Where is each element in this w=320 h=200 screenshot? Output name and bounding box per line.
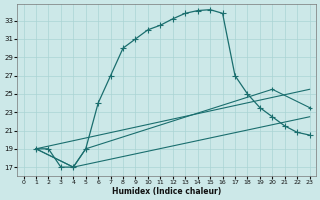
X-axis label: Humidex (Indice chaleur): Humidex (Indice chaleur) (112, 187, 221, 196)
